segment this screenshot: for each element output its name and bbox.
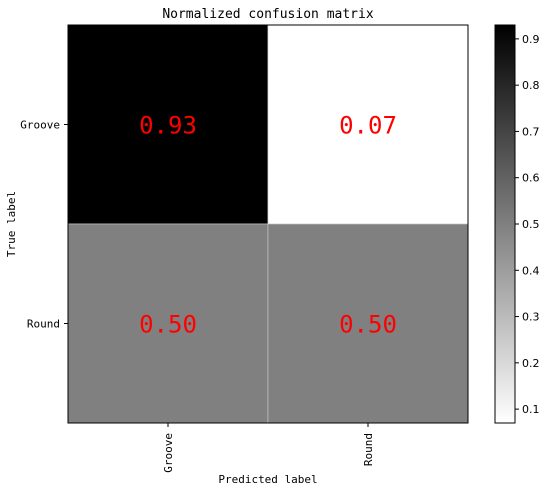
y-axis-ticks: Groove Round (20, 119, 68, 331)
heatmap-cell (267, 223, 469, 424)
heatmap-cells (67, 24, 469, 424)
colorbar-tick-label: 0.4 (522, 264, 540, 277)
cell-value-label: 0.07 (339, 112, 397, 140)
colorbar-tick-label: 0.6 (522, 172, 540, 185)
x-tick-label: Groove (162, 433, 175, 473)
y-tick-label: Round (27, 318, 60, 331)
heatmap-cell-labels: 0.93 0.07 0.50 0.50 (139, 112, 397, 339)
x-axis-ticks: Groove Round (162, 423, 375, 473)
heatmap-cell (67, 223, 269, 424)
colorbar-tick-label: 0.1 (522, 403, 540, 416)
heatmap-cell (67, 24, 269, 225)
cell-value-label: 0.50 (339, 311, 397, 339)
colorbar-tick-label: 0.5 (522, 218, 540, 231)
y-tick-label: Groove (20, 119, 60, 132)
chart-title: Normalized confusion matrix (162, 7, 373, 22)
x-tick-label: Round (362, 433, 375, 466)
plot-frame (67, 24, 469, 424)
y-axis-label: True label (5, 191, 18, 257)
cell-value-label: 0.50 (139, 311, 197, 339)
colorbar-tick-label: 0.7 (522, 125, 540, 138)
colorbar-tick-label: 0.3 (522, 311, 540, 324)
colorbar-tick-label: 0.9 (522, 33, 540, 46)
colorbar-ticks: 0.1 0.2 0.3 0.4 0.5 0.6 0.7 0.8 0.9 (515, 33, 540, 416)
cell-value-label: 0.93 (139, 112, 197, 140)
colorbar-tick-label: 0.8 (522, 79, 540, 92)
x-axis-label: Predicted label (218, 473, 317, 486)
colorbar (494, 24, 516, 424)
colorbar-tick-label: 0.2 (522, 357, 540, 370)
heatmap-cell (267, 24, 469, 225)
